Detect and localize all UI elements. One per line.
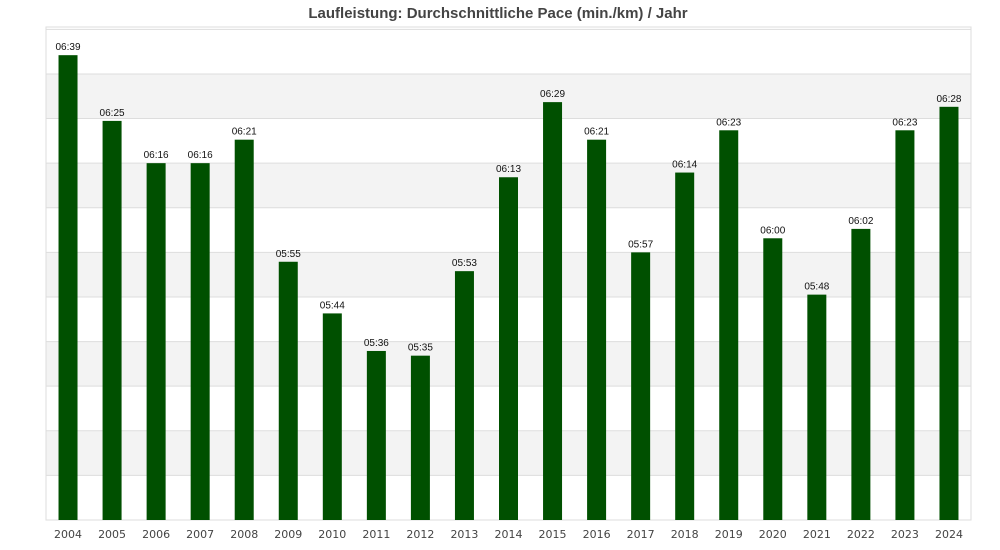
value-label-2010: 05:44 bbox=[320, 300, 345, 311]
bars bbox=[58, 55, 959, 521]
value-label-2011: 05:36 bbox=[364, 338, 389, 349]
value-label-2022: 06:02 bbox=[848, 216, 873, 227]
x-tick-2018: 2018 bbox=[671, 528, 699, 541]
x-tick-2008: 2008 bbox=[230, 528, 258, 541]
x-tick-2014: 2014 bbox=[495, 528, 523, 541]
bar-2012 bbox=[410, 355, 430, 520]
bar-2021 bbox=[807, 294, 827, 520]
value-label-2015: 06:29 bbox=[540, 89, 565, 100]
bar-2006 bbox=[146, 163, 166, 520]
value-label-2004: 06:39 bbox=[56, 42, 81, 53]
x-tick-2005: 2005 bbox=[98, 528, 126, 541]
value-label-2017: 05:57 bbox=[628, 239, 653, 250]
bar-2018 bbox=[675, 172, 695, 521]
bar-2017 bbox=[631, 252, 651, 520]
x-tick-2007: 2007 bbox=[186, 528, 214, 541]
x-tick-2004: 2004 bbox=[54, 528, 82, 541]
x-tick-2016: 2016 bbox=[583, 528, 611, 541]
x-tick-2024: 2024 bbox=[935, 528, 963, 541]
bar-2015 bbox=[543, 102, 563, 520]
value-label-2006: 06:16 bbox=[144, 150, 169, 161]
value-label-2008: 06:21 bbox=[232, 127, 257, 138]
x-tick-2011: 2011 bbox=[362, 528, 390, 541]
x-tick-2021: 2021 bbox=[803, 528, 831, 541]
bar-2019 bbox=[719, 130, 739, 521]
bar-2008 bbox=[234, 139, 254, 520]
x-tick-2017: 2017 bbox=[627, 528, 655, 541]
value-label-2024: 06:28 bbox=[936, 94, 961, 105]
x-tick-2010: 2010 bbox=[318, 528, 346, 541]
value-label-2005: 06:25 bbox=[100, 108, 125, 119]
x-tick-2009: 2009 bbox=[274, 528, 302, 541]
x-tick-2019: 2019 bbox=[715, 528, 743, 541]
bar-2007 bbox=[190, 163, 210, 520]
bar-2005 bbox=[102, 120, 122, 521]
x-tick-2015: 2015 bbox=[539, 528, 567, 541]
x-tick-2012: 2012 bbox=[406, 528, 434, 541]
value-labels: 06:39 06:25 06:16 06:16 06:21 05:55 05:44 05:36… bbox=[56, 42, 962, 353]
x-tick-2020: 2020 bbox=[759, 528, 787, 541]
bar-2009 bbox=[278, 261, 298, 520]
x-tick-labels: 2004 2005 2006 2007 2008 2009 2010 2011 2012 2013… bbox=[54, 528, 963, 541]
value-label-2009: 05:55 bbox=[276, 249, 301, 260]
background-band bbox=[46, 73, 971, 119]
bar-2010 bbox=[322, 313, 342, 520]
value-label-2020: 06:00 bbox=[760, 225, 785, 236]
x-tick-2022: 2022 bbox=[847, 528, 875, 541]
value-label-2019: 06:23 bbox=[716, 117, 741, 128]
bar-2022 bbox=[851, 228, 871, 520]
value-label-2021: 05:48 bbox=[804, 282, 829, 293]
bar-2016 bbox=[587, 139, 607, 520]
value-label-2007: 06:16 bbox=[188, 150, 213, 161]
bar-2024 bbox=[939, 106, 959, 521]
bar-2011 bbox=[366, 350, 386, 520]
bar-2020 bbox=[763, 238, 783, 521]
value-label-2018: 06:14 bbox=[672, 160, 697, 171]
bar-2014 bbox=[499, 177, 518, 520]
value-label-2014: 06:13 bbox=[496, 164, 521, 175]
bar-2004 bbox=[58, 55, 78, 521]
chart-title: Laufleistung: Durchschnittliche Pace (mi… bbox=[308, 5, 687, 22]
x-tick-2006: 2006 bbox=[142, 528, 170, 541]
value-label-2023: 06:23 bbox=[892, 117, 917, 128]
x-tick-2023: 2023 bbox=[891, 528, 919, 541]
value-label-2012: 05:35 bbox=[408, 343, 433, 354]
value-label-2016: 06:21 bbox=[584, 127, 609, 138]
x-tick-2013: 2013 bbox=[450, 528, 478, 541]
bar-2023 bbox=[895, 130, 915, 521]
bar-2013 bbox=[454, 271, 474, 520]
value-label-2013: 05:53 bbox=[452, 258, 477, 269]
